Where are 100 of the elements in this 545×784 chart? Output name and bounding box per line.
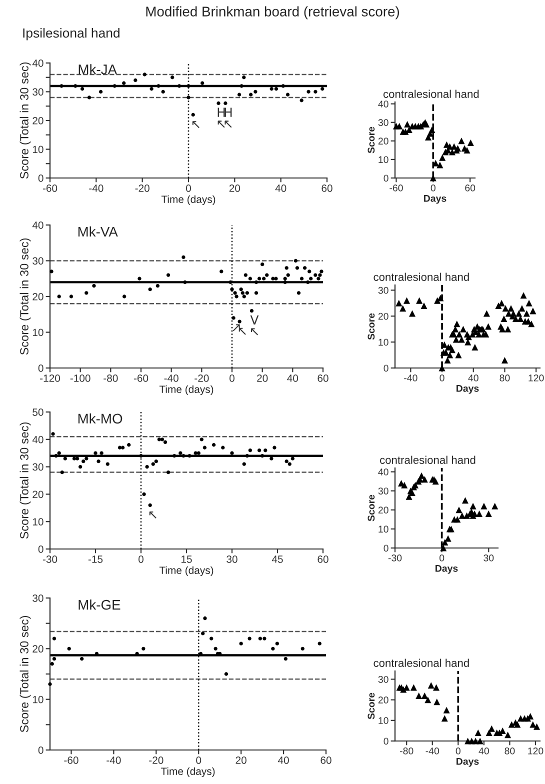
point bbox=[296, 291, 301, 295]
point bbox=[306, 90, 310, 94]
point bbox=[145, 464, 149, 469]
point bbox=[274, 87, 278, 91]
y-tick-label: 0 bbox=[384, 174, 388, 182]
y-tick-label: 0 bbox=[384, 738, 388, 745]
point bbox=[80, 87, 84, 91]
point bbox=[84, 456, 88, 460]
point bbox=[248, 448, 252, 452]
point bbox=[221, 446, 225, 450]
point bbox=[75, 456, 80, 460]
annotation: ↖ bbox=[224, 120, 232, 128]
chart-title: contralesional hand bbox=[374, 272, 469, 281]
point bbox=[220, 270, 224, 274]
point bbox=[300, 98, 304, 102]
point bbox=[224, 672, 228, 676]
point bbox=[428, 682, 434, 689]
x-tick-label: 20 bbox=[236, 756, 246, 764]
point bbox=[492, 502, 498, 510]
point bbox=[72, 456, 76, 460]
point bbox=[530, 721, 536, 728]
point bbox=[458, 138, 465, 144]
x-tick-label: -40 bbox=[106, 756, 121, 764]
point bbox=[250, 308, 254, 313]
point bbox=[100, 451, 104, 455]
point bbox=[300, 276, 304, 280]
point bbox=[210, 636, 214, 640]
y-tick-label: 40 bbox=[32, 436, 44, 444]
point bbox=[401, 482, 408, 488]
point bbox=[271, 276, 275, 280]
point bbox=[286, 273, 290, 277]
point bbox=[436, 162, 444, 168]
y-tick-label: 20 bbox=[378, 312, 388, 320]
y-axis-title: Score (Total in 30 sec) bbox=[20, 238, 31, 355]
x-tick-label: -100 bbox=[70, 374, 90, 382]
point bbox=[182, 255, 186, 260]
point bbox=[440, 544, 447, 552]
x-tick-label: 0 bbox=[439, 554, 444, 562]
point bbox=[260, 454, 264, 458]
point bbox=[87, 96, 92, 100]
point bbox=[294, 258, 298, 263]
point bbox=[196, 451, 200, 455]
point bbox=[216, 101, 220, 106]
x-tick-label: 60 bbox=[320, 756, 332, 764]
x-tick-label: -40 bbox=[89, 184, 104, 192]
point bbox=[94, 451, 98, 455]
point bbox=[402, 128, 409, 135]
point bbox=[224, 101, 228, 106]
point bbox=[284, 656, 288, 661]
point bbox=[239, 642, 243, 646]
point bbox=[406, 126, 412, 134]
annotation: V bbox=[250, 315, 259, 324]
point bbox=[265, 273, 269, 277]
point bbox=[240, 84, 244, 88]
point bbox=[424, 696, 432, 704]
point bbox=[244, 273, 248, 277]
point bbox=[134, 78, 138, 82]
point bbox=[186, 84, 190, 88]
chart-title: contralesional hand bbox=[374, 658, 469, 667]
annotation: ↖ bbox=[238, 328, 246, 335]
x-tick-label: -60 bbox=[390, 184, 403, 192]
point bbox=[474, 730, 482, 736]
point bbox=[476, 510, 483, 517]
y-tick-label: 10 bbox=[378, 526, 388, 533]
point bbox=[396, 122, 403, 130]
point bbox=[286, 92, 290, 96]
point bbox=[212, 443, 216, 447]
annotation: Mk-GE bbox=[78, 600, 120, 610]
point bbox=[74, 84, 78, 88]
x-tick-label: 30 bbox=[226, 556, 238, 563]
chart-title: contralesional hand bbox=[380, 456, 476, 464]
point bbox=[442, 539, 448, 546]
point bbox=[202, 446, 207, 450]
point bbox=[320, 87, 324, 91]
x-tick-label: 60 bbox=[318, 374, 328, 382]
y-tick-label: 10 bbox=[378, 338, 388, 346]
point bbox=[69, 294, 74, 298]
point bbox=[302, 266, 307, 270]
point bbox=[270, 456, 274, 460]
point bbox=[264, 448, 268, 452]
point bbox=[428, 126, 436, 134]
point bbox=[148, 288, 152, 292]
point bbox=[308, 270, 312, 274]
point bbox=[462, 497, 468, 504]
y-tick-label: 10 bbox=[32, 518, 44, 526]
y-axis-title: Score bbox=[368, 313, 375, 340]
x-tick-label: -80 bbox=[400, 748, 414, 754]
annotation: ↖ bbox=[251, 328, 258, 336]
point bbox=[194, 451, 198, 455]
point bbox=[201, 632, 205, 636]
point bbox=[200, 81, 204, 85]
point bbox=[406, 493, 412, 500]
y-tick-label: 30 bbox=[378, 676, 388, 683]
point bbox=[257, 448, 262, 452]
point bbox=[188, 454, 192, 458]
x-tick-label: -20 bbox=[135, 184, 150, 192]
point bbox=[290, 456, 295, 460]
x-tick-label: 40 bbox=[275, 184, 286, 192]
point bbox=[257, 276, 262, 280]
point bbox=[476, 738, 484, 744]
